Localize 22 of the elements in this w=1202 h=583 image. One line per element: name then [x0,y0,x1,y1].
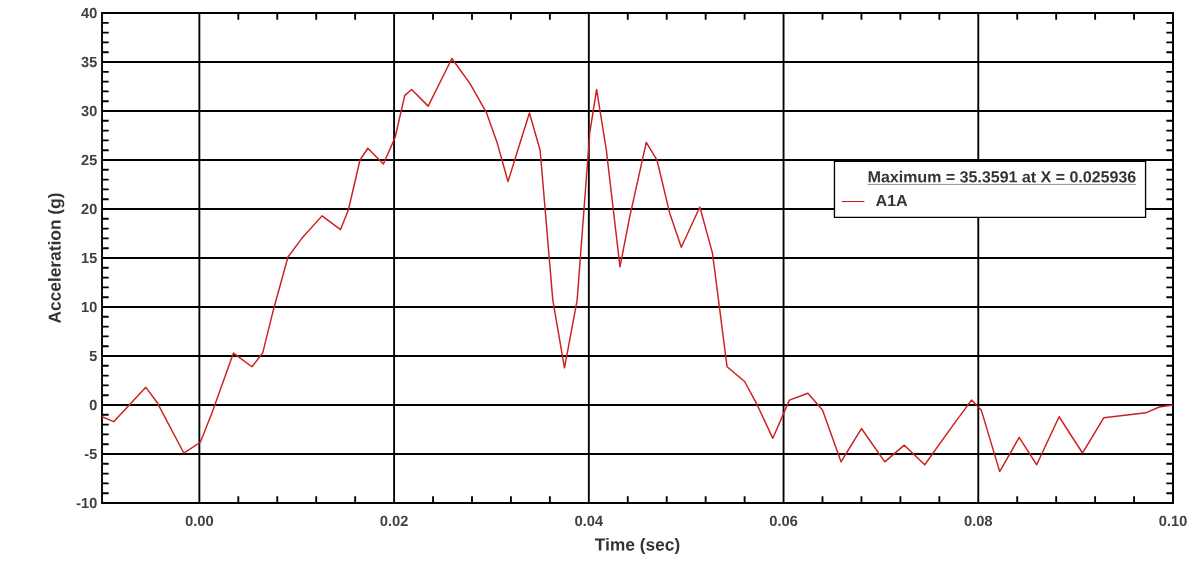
x-tick-label: 0.02 [380,515,408,527]
y-tick-label: 10 [81,301,97,313]
x-tick-label: 0.00 [185,515,214,527]
y-tick-label: 30 [81,105,97,117]
x-tick-label: 0.04 [575,515,604,527]
y-tick-label: -10 [76,497,97,509]
x-tick-label: 0.06 [769,515,798,527]
x-axis-title: Time (sec) [594,537,680,555]
x-tick-label: 0.10 [1159,515,1187,527]
legend-title: Maximum = 35.3591 at X = 0.025936 [868,170,1136,183]
y-tick-label: 40 [81,7,97,19]
legend-label: A1A [876,195,908,207]
y-tick-label: 35 [81,56,97,68]
x-tick-label: 0.08 [964,515,993,527]
y-tick-label: 25 [81,154,97,166]
y-tick-label: -5 [84,448,97,460]
y-tick-label: 20 [81,203,97,215]
y-tick-label: 15 [81,252,97,264]
line-series [102,57,1174,473]
y-tick-label: 5 [89,350,97,362]
y-tick-label: 0 [89,399,97,411]
y-axis-title: Acceleration (g) [48,193,65,324]
